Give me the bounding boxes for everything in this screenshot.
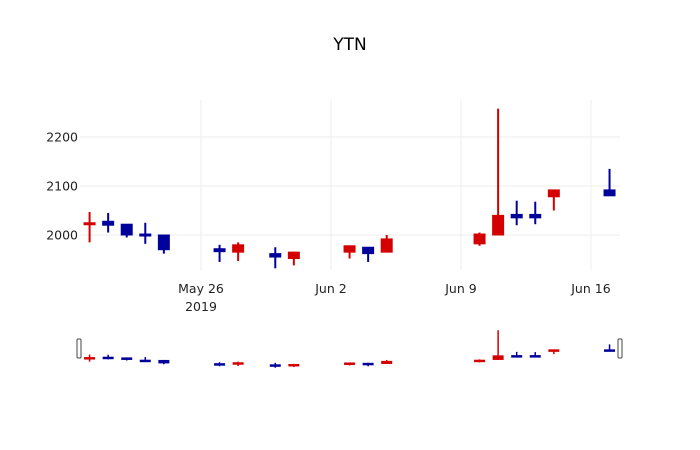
slider-candle-body [158, 359, 170, 364]
candle[interactable] [157, 234, 170, 254]
x-tick-year-label: 2019 [185, 299, 217, 314]
slider-candle-body [474, 359, 486, 363]
candle[interactable] [547, 189, 560, 211]
candle[interactable] [120, 223, 133, 238]
slider-candle-body [102, 356, 114, 360]
candle[interactable] [603, 168, 616, 197]
slider-candle-body [288, 363, 300, 367]
candle[interactable] [213, 244, 226, 262]
y-axis-ticks: 2000 2100 2200 [46, 130, 78, 243]
slider-candle-body [381, 360, 393, 364]
chart-title: YTN [332, 35, 367, 55]
y-tick-label: 2200 [46, 130, 78, 145]
x-tick-label: Jun 2 [314, 281, 346, 296]
slider-candle-body [269, 364, 281, 367]
slider-candle-body [604, 349, 616, 352]
x-tick-label: Jun 9 [444, 281, 477, 296]
candles[interactable] [83, 108, 616, 269]
slider-candle-body [492, 355, 504, 360]
candle[interactable] [510, 200, 523, 226]
candle[interactable] [473, 232, 486, 246]
candle[interactable] [83, 211, 96, 243]
slider-candle-body [232, 362, 244, 365]
candle[interactable] [529, 201, 542, 225]
candle[interactable] [139, 222, 152, 244]
x-axis-ticks: May 26 2019 Jun 2 Jun 9 Jun 16 [178, 281, 611, 314]
candle[interactable] [102, 212, 115, 233]
y-tick-label: 2100 [46, 179, 78, 194]
slider-candle-body [121, 357, 133, 360]
slider-candle-body [139, 359, 151, 363]
range-slider-left-handle[interactable] [76, 338, 82, 359]
candle[interactable] [380, 235, 393, 253]
candle[interactable] [492, 108, 505, 236]
slider-candle-body [548, 349, 560, 352]
slider-candle-body [362, 362, 374, 366]
candle[interactable] [362, 246, 375, 262]
x-tick-label: May 26 [178, 281, 224, 296]
slider-candle-body [344, 362, 356, 365]
candle[interactable] [343, 245, 356, 259]
gridlines [80, 100, 620, 270]
slider-candle-body [529, 355, 541, 358]
candle[interactable] [269, 247, 282, 269]
candle[interactable] [232, 242, 245, 261]
candle[interactable] [287, 251, 300, 266]
slider-candle-body [511, 355, 523, 358]
slider-candle-body [84, 357, 96, 360]
slider-candle-body [214, 363, 226, 366]
range-slider-right-handle[interactable] [617, 338, 623, 359]
x-tick-label: Jun 16 [570, 281, 610, 296]
y-tick-label: 2000 [46, 228, 78, 243]
range-slider[interactable] [76, 330, 623, 368]
